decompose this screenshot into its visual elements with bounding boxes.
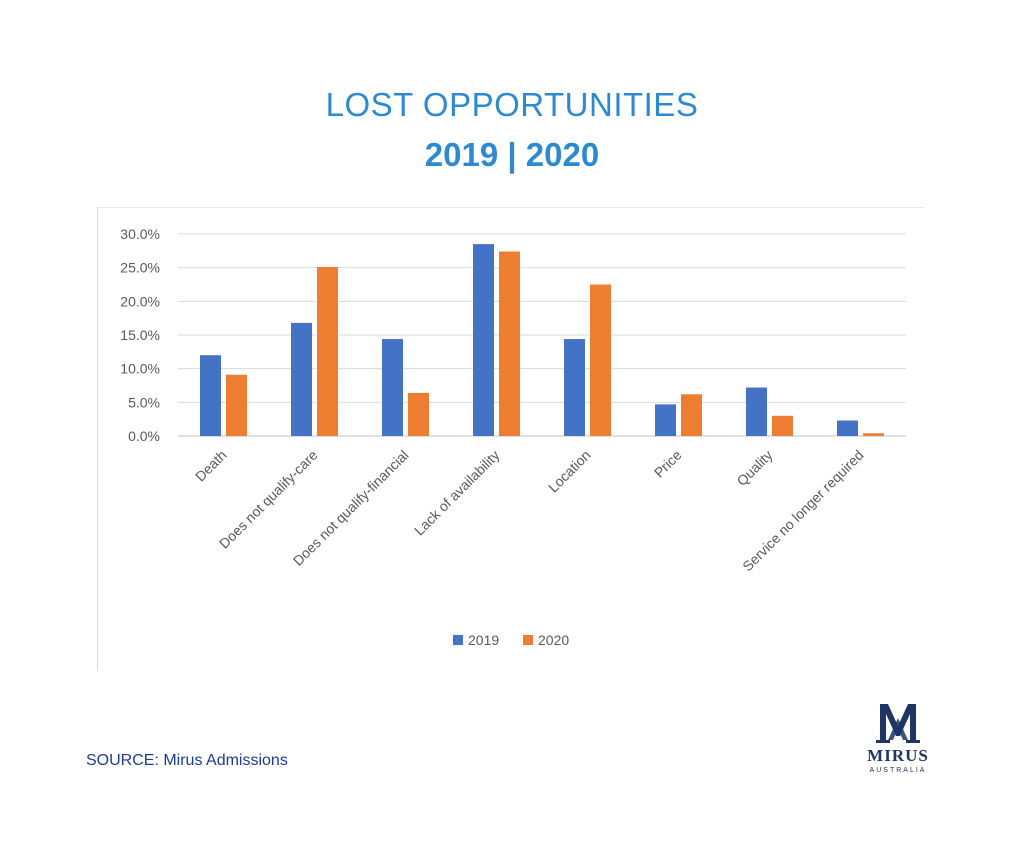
bar-2020 bbox=[317, 266, 338, 436]
x-tick-label: Location bbox=[545, 447, 594, 496]
y-tick-label: 20.0% bbox=[120, 293, 160, 309]
legend-swatch-2020 bbox=[523, 635, 533, 645]
y-tick-label: 5.0% bbox=[128, 394, 160, 410]
legend-label: 2020 bbox=[538, 632, 569, 648]
legend-swatch-2019 bbox=[453, 635, 463, 645]
bar-chart: 0.0% 5.0% 10.0% 15.0% 20.0% 25.0% 30.0% DeathDo… bbox=[120, 226, 906, 648]
bar-2019 bbox=[837, 420, 858, 436]
x-tick-label: Price bbox=[651, 447, 685, 481]
x-tick-label: Does not qualify-care bbox=[216, 447, 321, 552]
bar-2020 bbox=[590, 284, 611, 436]
logo-wordmark: MIRUS bbox=[867, 746, 929, 765]
y-tick-label: 0.0% bbox=[128, 428, 160, 444]
y-tick-label: 30.0% bbox=[120, 226, 160, 242]
x-tick-label: Death bbox=[192, 447, 230, 485]
y-tick-label: 15.0% bbox=[120, 327, 160, 343]
chart-title: LOST OPPORTUNITIES bbox=[325, 86, 699, 123]
logo-subtitle: AUSTRALIA bbox=[869, 767, 927, 774]
bar-2019 bbox=[655, 404, 676, 436]
x-tick-label: Quality bbox=[733, 447, 775, 489]
bar-2019 bbox=[200, 355, 221, 436]
bar-2020 bbox=[499, 251, 520, 436]
bar-2019 bbox=[382, 339, 403, 436]
y-tick-label: 10.0% bbox=[120, 361, 160, 377]
bar-2019 bbox=[473, 244, 494, 436]
y-tick-label: 25.0% bbox=[120, 260, 160, 276]
legend-label: 2019 bbox=[468, 632, 499, 648]
source-note: SOURCE: Mirus Admissions bbox=[86, 752, 288, 769]
bar-2019 bbox=[291, 322, 312, 436]
bar-2020 bbox=[772, 415, 793, 436]
chart-frame: 0.0% 5.0% 10.0% 15.0% 20.0% 25.0% 30.0% Death Do… bbox=[97, 207, 924, 671]
bar-2019 bbox=[564, 339, 585, 436]
bar-2019 bbox=[746, 387, 767, 436]
x-tick-label: Lack of availability bbox=[411, 447, 503, 539]
bar-2020 bbox=[226, 374, 247, 436]
mirus-logo-icon bbox=[876, 704, 920, 743]
chart-subtitle: 2019 | 2020 bbox=[424, 136, 600, 173]
bar-2020 bbox=[408, 392, 429, 436]
bar-2020 bbox=[863, 433, 884, 436]
bar-2020 bbox=[681, 394, 702, 436]
